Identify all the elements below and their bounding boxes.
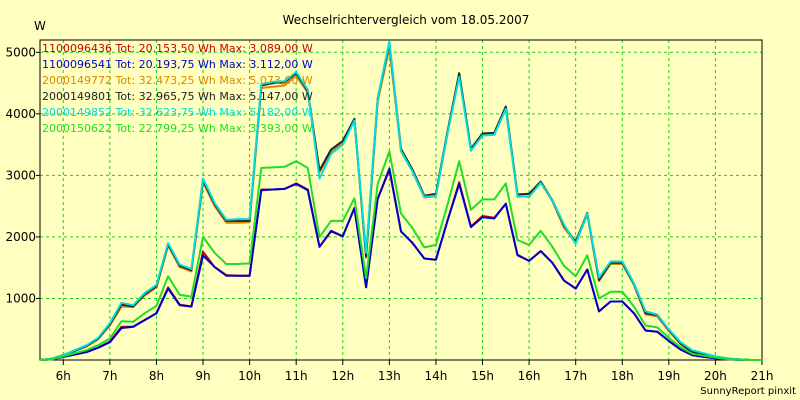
x-axis-ticks: 6h 7h 8h 9h 10h 11h 12h 13h 14h 15h 16h 17h 18h 19h 20… <box>56 360 774 383</box>
chart-title: Wechselrichtervergleich vom 18.05.2007 <box>283 13 530 27</box>
credit-text: SunnyReport pinxit <box>700 386 796 397</box>
x-tick-label: 8h <box>149 369 164 383</box>
x-tick-label: 11h <box>285 369 308 383</box>
y-tick-label: 1000 <box>5 291 36 305</box>
x-tick-label: 18h <box>611 369 634 383</box>
x-tick-label: 10h <box>238 369 261 383</box>
series-line-5 <box>39 150 762 361</box>
y-axis-ticks: 1000 2000 3000 4000 5000 <box>5 45 40 305</box>
x-tick-label: 15h <box>471 369 494 383</box>
x-tick-label: 9h <box>195 369 210 383</box>
y-tick-label: 2000 <box>5 230 36 244</box>
x-tick-label: 12h <box>331 369 354 383</box>
x-tick-label: 20h <box>704 369 727 383</box>
legend-entry-0: 1100096436 Tot: 20.153,50 Wh Max: 3.089,… <box>42 42 313 55</box>
plot-area-frame <box>39 39 763 361</box>
x-tick-label: 17h <box>564 369 587 383</box>
x-tick-label: 7h <box>102 369 117 383</box>
series-line-4 <box>39 40 762 361</box>
x-tick-label: 21h <box>751 369 774 383</box>
y-tick-label: 4000 <box>5 107 36 121</box>
x-tick-label: 6h <box>56 369 71 383</box>
y-tick-label: 3000 <box>5 168 36 182</box>
series-lines <box>39 40 762 361</box>
x-tick-label: 13h <box>378 369 401 383</box>
x-tick-label: 16h <box>518 369 541 383</box>
legend-entry-2: 2000149772 Tot: 32.473,25 Wh Max: 5.073,… <box>42 74 313 87</box>
x-tick-label: 14h <box>424 369 447 383</box>
y-tick-label: 5000 <box>5 45 36 59</box>
legend: 1100096436 Tot: 20.153,50 Wh Max: 3.089,… <box>42 42 313 135</box>
legend-entry-1: 1100096541 Tot: 20.193,75 Wh Max: 3.112,… <box>42 58 313 71</box>
x-tick-label: 19h <box>657 369 680 383</box>
legend-entry-5: 2000150622 Tot: 22.799,25 Wh Max: 3.393,… <box>42 122 313 135</box>
legend-entry-3: 2000149801 Tot: 32.965,75 Wh Max: 5.147,… <box>42 90 313 103</box>
y-axis-label: W <box>34 19 46 33</box>
legend-entry-4: 2000149852 Tot: 32.623,75 Wh Max: 5.182,… <box>42 106 313 119</box>
series-line-1 <box>39 167 762 361</box>
